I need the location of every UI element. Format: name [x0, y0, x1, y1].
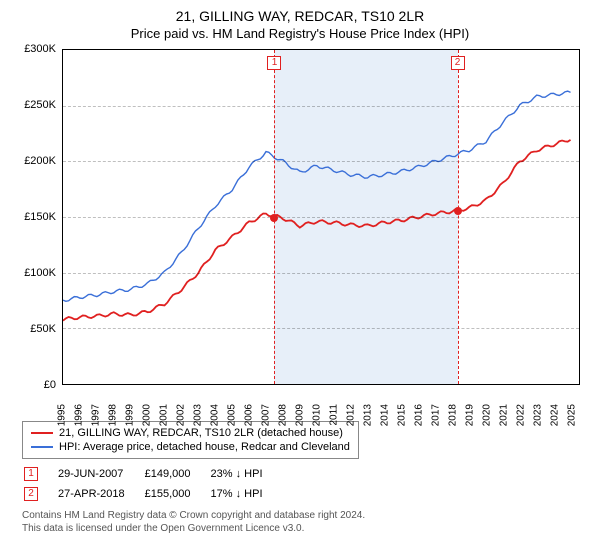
sale-date: 29-JUN-2007 — [58, 465, 143, 483]
x-tick-label: 2023 — [532, 404, 543, 426]
x-tick-label: 2019 — [464, 404, 475, 426]
x-tick-label: 2001 — [158, 404, 169, 426]
legend: 21, GILLING WAY, REDCAR, TS10 2LR (detac… — [22, 421, 359, 459]
x-tick-label: 2022 — [515, 404, 526, 426]
x-tick-label: 2024 — [549, 404, 560, 426]
x-tick-label: 2004 — [209, 404, 220, 426]
y-tick-label: £100K — [24, 267, 56, 279]
x-tick-label: 2007 — [260, 404, 271, 426]
sales-table: 1 29-JUN-2007£149,00023% ↓ HPI 2 27-APR-201… — [22, 463, 283, 505]
footer-attribution: Contains HM Land Registry data © Crown c… — [22, 509, 578, 535]
legend-label: 21, GILLING WAY, REDCAR, TS10 2LR (detac… — [59, 427, 343, 439]
x-tick-label: 2021 — [498, 404, 509, 426]
sale-marker: 2 — [451, 56, 465, 70]
chart: £0£50K£100K£150K£200K£250K£300K 12 19951… — [14, 45, 586, 415]
y-tick-label: £200K — [24, 155, 56, 167]
x-tick-label: 2018 — [447, 404, 458, 426]
x-tick-label: 1998 — [107, 404, 118, 426]
table-row: 2 27-APR-2018£155,00017% ↓ HPI — [24, 485, 281, 503]
sale-index-box: 1 — [24, 467, 38, 481]
sale-dot — [454, 207, 462, 215]
page-title: 21, GILLING WAY, REDCAR, TS10 2LR — [14, 8, 586, 24]
gridline — [63, 161, 579, 162]
x-tick-label: 1996 — [73, 404, 84, 426]
x-tick-label: 2014 — [379, 404, 390, 426]
sale-delta: 17% ↓ HPI — [211, 485, 281, 503]
legend-item-property: 21, GILLING WAY, REDCAR, TS10 2LR (detac… — [31, 426, 350, 440]
x-tick-label: 2010 — [311, 404, 322, 426]
legend-item-hpi: HPI: Average price, detached house, Redc… — [31, 440, 350, 454]
legend-swatch — [31, 446, 53, 448]
sale-date: 27-APR-2018 — [58, 485, 143, 503]
sale-dot — [270, 214, 278, 222]
x-tick-label: 1995 — [57, 404, 68, 426]
y-tick-label: £150K — [24, 211, 56, 223]
x-tick-label: 2009 — [294, 404, 305, 426]
x-tick-label: 2000 — [141, 404, 152, 426]
table-row: 1 29-JUN-2007£149,00023% ↓ HPI — [24, 465, 281, 483]
x-axis: 1995199619971998199920002001200220032004… — [62, 385, 580, 415]
footer-line: Contains HM Land Registry data © Crown c… — [22, 509, 578, 522]
y-tick-label: £50K — [30, 323, 56, 335]
x-tick-label: 2011 — [328, 404, 339, 426]
series-property — [63, 140, 571, 321]
sale-line — [458, 50, 459, 384]
x-tick-label: 2012 — [345, 404, 356, 426]
y-axis: £0£50K£100K£150K£200K£250K£300K — [14, 49, 60, 385]
x-tick-label: 2005 — [226, 404, 237, 426]
x-tick-label: 2008 — [277, 404, 288, 426]
x-tick-label: 2002 — [175, 404, 186, 426]
x-tick-label: 1997 — [90, 404, 101, 426]
gridline — [63, 106, 579, 107]
x-tick-label: 2006 — [243, 404, 254, 426]
gridline — [63, 273, 579, 274]
x-tick-label: 2017 — [430, 404, 441, 426]
sale-price: £149,000 — [145, 465, 209, 483]
x-tick-label: 2016 — [413, 404, 424, 426]
x-tick-label: 1999 — [124, 404, 135, 426]
plot-area: 12 — [62, 49, 580, 385]
x-tick-label: 2025 — [566, 404, 577, 426]
sale-index-box: 2 — [24, 487, 38, 501]
y-tick-label: £0 — [44, 379, 56, 391]
y-tick-label: £250K — [24, 99, 56, 111]
x-tick-label: 2013 — [362, 404, 373, 426]
legend-label: HPI: Average price, detached house, Redc… — [59, 441, 350, 453]
x-tick-label: 2020 — [481, 404, 492, 426]
series-hpi — [63, 91, 571, 301]
sale-marker: 1 — [267, 56, 281, 70]
footer-line: This data is licensed under the Open Gov… — [22, 522, 578, 535]
x-tick-label: 2015 — [396, 404, 407, 426]
page-subtitle: Price paid vs. HM Land Registry's House … — [14, 26, 586, 41]
legend-swatch — [31, 432, 53, 434]
sale-delta: 23% ↓ HPI — [211, 465, 281, 483]
gridline — [63, 328, 579, 329]
gridline — [63, 217, 579, 218]
x-tick-label: 2003 — [192, 404, 203, 426]
y-tick-label: £300K — [24, 43, 56, 55]
sale-price: £155,000 — [145, 485, 209, 503]
